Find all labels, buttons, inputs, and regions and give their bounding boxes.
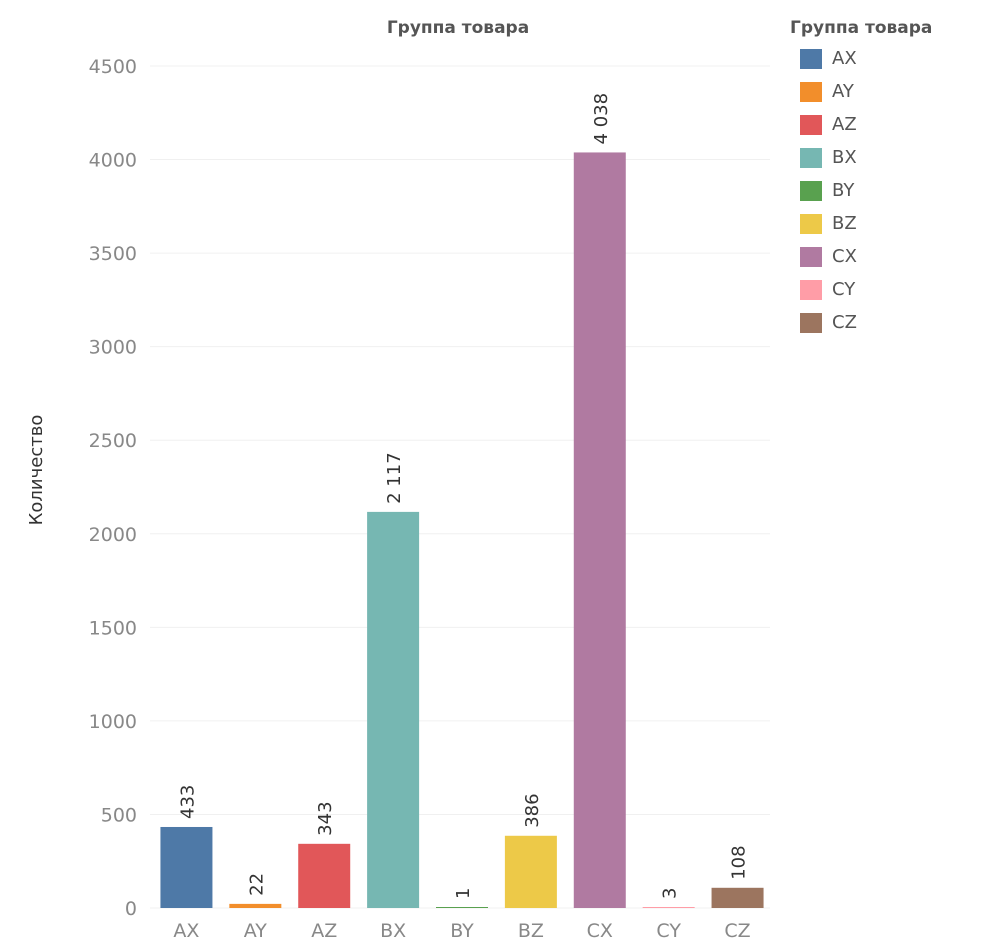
- x-category-label: CX: [587, 920, 613, 942]
- x-category-label: BZ: [518, 920, 544, 942]
- legend-swatch: [800, 48, 822, 69]
- bar-cz: [711, 887, 764, 908]
- legend-swatch: [800, 180, 822, 201]
- y-axis-title: Количество: [26, 415, 47, 526]
- legend-item-cz: CZ: [790, 306, 990, 339]
- legend-label: CY: [832, 279, 856, 300]
- x-category-label: AY: [244, 920, 268, 942]
- bar-az: [298, 843, 351, 908]
- data-label-cx: 4 038: [591, 93, 612, 145]
- legend-item-by: BY: [790, 174, 990, 207]
- y-tick-label: 2500: [89, 430, 137, 452]
- y-tick-label: 1000: [89, 711, 137, 733]
- data-label-az: 343: [315, 801, 336, 835]
- bar-by: [436, 907, 488, 908]
- bar-bx: [367, 511, 420, 908]
- x-axis-categories: AX AY AZ BX BY BZ CX CY CZ: [173, 920, 750, 942]
- grid-lines: [150, 65, 770, 909]
- legend-swatch: [800, 147, 822, 168]
- legend-items: AX AY AZ BX BY BZ CX CY CZ: [790, 42, 990, 339]
- data-label-by: 1: [453, 888, 474, 899]
- x-category-label: BX: [380, 920, 406, 942]
- y-tick-label: 2000: [89, 524, 137, 546]
- legend-swatch: [800, 114, 822, 135]
- x-category-label: CY: [656, 920, 681, 942]
- x-category-label: AZ: [311, 920, 337, 942]
- legend-item-ax: AX: [790, 42, 990, 75]
- y-tick-label: 1500: [89, 617, 137, 639]
- legend-item-cx: CX: [790, 240, 990, 273]
- bar-ay: [229, 903, 282, 908]
- x-category-label: CZ: [724, 920, 750, 942]
- legend-label: BZ: [832, 213, 857, 234]
- y-tick-label: 0: [125, 898, 137, 920]
- legend-item-bx: BX: [790, 141, 990, 174]
- legend-label: BX: [832, 147, 857, 168]
- legend-title: Группа товара: [790, 18, 933, 38]
- bar-cy: [642, 907, 695, 908]
- y-tick-label: 3000: [89, 337, 137, 359]
- legend-item-ay: AY: [790, 75, 990, 108]
- data-labels: 433 22 343 2 117 1 386 4 038 3 108: [177, 93, 749, 899]
- legend-swatch: [800, 312, 822, 333]
- legend-item-cy: CY: [790, 273, 990, 306]
- legend-swatch: [800, 279, 822, 300]
- legend-label: AZ: [832, 114, 857, 135]
- data-label-bz: 386: [522, 793, 543, 827]
- data-label-bx: 2 117: [384, 452, 405, 504]
- y-tick-label: 3500: [89, 243, 137, 265]
- data-label-ax: 433: [177, 785, 198, 819]
- legend-swatch: [800, 246, 822, 267]
- x-category-label: BY: [450, 920, 474, 942]
- bars: [160, 152, 764, 909]
- y-tick-label: 4000: [89, 150, 137, 172]
- legend-swatch: [800, 81, 822, 102]
- bar-cx: [573, 152, 626, 909]
- legend-item-bz: BZ: [790, 207, 990, 240]
- bar-ax: [160, 826, 213, 908]
- legend-item-az: AZ: [790, 108, 990, 141]
- y-tick-label: 500: [101, 804, 137, 826]
- legend-label: AY: [832, 81, 854, 102]
- x-category-label: AX: [173, 920, 199, 942]
- legend-swatch: [800, 213, 822, 234]
- data-label-ay: 22: [246, 873, 267, 896]
- data-label-cy: 3: [660, 888, 681, 899]
- bar-bz: [504, 835, 557, 908]
- legend-label: BY: [832, 180, 855, 201]
- y-tick-label: 4500: [89, 56, 137, 78]
- legend-label: AX: [832, 48, 857, 69]
- legend-label: CZ: [832, 312, 857, 333]
- y-axis-ticks: 0 500 1000 1500 2000 2500 3000 3500 4000 4500: [89, 56, 137, 920]
- data-label-cz: 108: [729, 845, 750, 879]
- legend-label: CX: [832, 246, 857, 267]
- chart-title: Группа товара: [387, 18, 529, 38]
- legend: Группа товара AX AY AZ BX BY BZ CX CY CZ: [790, 18, 990, 339]
